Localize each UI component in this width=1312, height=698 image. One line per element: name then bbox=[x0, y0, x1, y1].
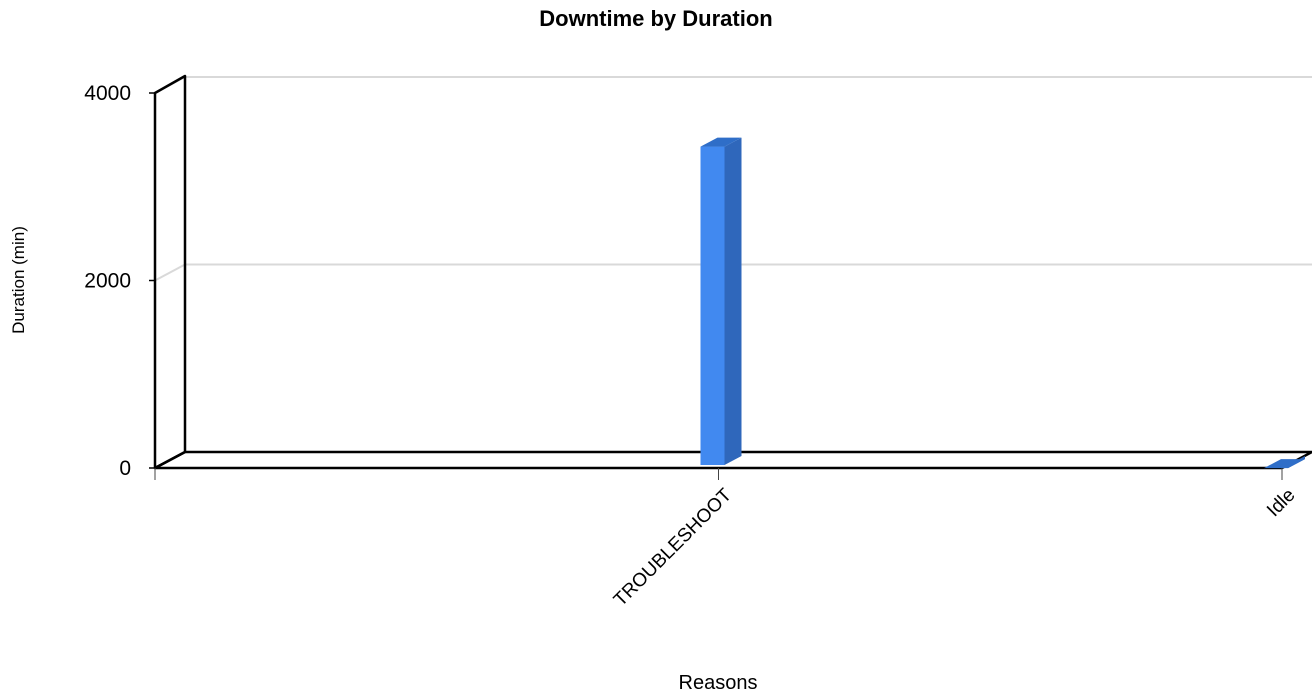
bar-top-0 bbox=[700, 137, 742, 147]
axes-layer bbox=[149, 74, 1312, 480]
y-axis-title: Duration (min) bbox=[9, 226, 28, 334]
bar-1 bbox=[1264, 456, 1305, 469]
y-tick-labels: 0 2000 4000 bbox=[84, 82, 131, 480]
y-tick-label-0: 0 bbox=[119, 457, 131, 480]
bar-0 bbox=[700, 137, 742, 465]
bar-side-0 bbox=[724, 137, 742, 465]
bars-layer bbox=[700, 137, 1305, 469]
bar-top-1 bbox=[1264, 459, 1305, 469]
x-category-label-0: TROUBLESHOOT bbox=[610, 484, 736, 610]
chart-title: Downtime by Duration bbox=[539, 6, 772, 31]
x-category-labels: TROUBLESHOOT Idle bbox=[610, 484, 1300, 610]
gridline-diagonal-1 bbox=[154, 263, 186, 282]
floor bbox=[153, 450, 1312, 470]
x-axis-title: Reasons bbox=[679, 672, 758, 694]
x-category-label-1: Idle bbox=[1263, 485, 1300, 522]
y-tick-label-1: 2000 bbox=[84, 270, 131, 293]
y-tick-label-2: 4000 bbox=[84, 82, 131, 105]
bar-front-0 bbox=[700, 146, 725, 465]
